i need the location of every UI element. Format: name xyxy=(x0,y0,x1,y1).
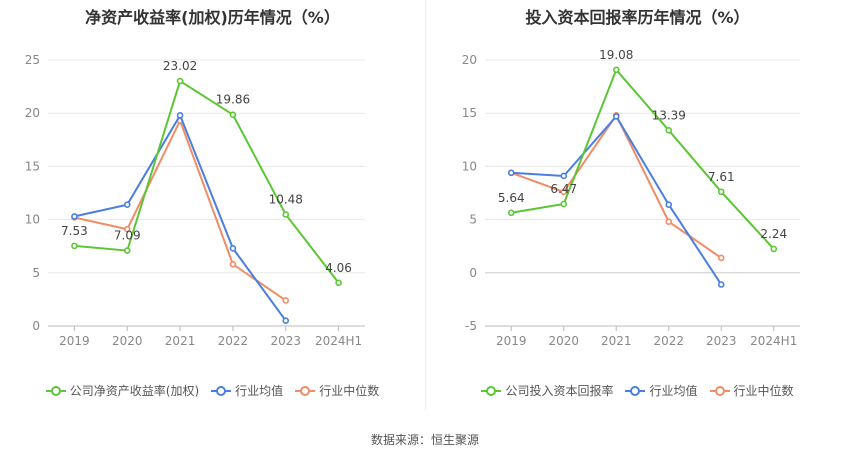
series-line-1 xyxy=(511,114,723,286)
legend-marker xyxy=(709,385,730,396)
data-label: 4.06 xyxy=(325,261,352,275)
data-point xyxy=(123,247,131,254)
data-point xyxy=(612,113,620,120)
legend-item[interactable]: 行业均值 xyxy=(211,382,283,399)
data-point xyxy=(71,213,78,220)
y-tick-label: 10 xyxy=(25,213,40,227)
y-tick-label: -5 xyxy=(465,319,477,333)
x-tick-label: 2020 xyxy=(112,334,143,348)
data-point xyxy=(770,245,778,253)
roic-chart-panel: 投入资本回报率历年情况（%） -5 0 5 10 15 20 2019 2020 2021 202… xyxy=(425,0,850,420)
data-point xyxy=(282,211,290,218)
legend-label: 行业中位数 xyxy=(319,384,380,398)
y-tick-label: 15 xyxy=(25,159,40,173)
data-point xyxy=(123,201,131,209)
data-label: 19.08 xyxy=(599,48,633,62)
legend-marker xyxy=(45,385,66,396)
data-point xyxy=(612,66,620,74)
legend-marker xyxy=(211,385,232,396)
data-point xyxy=(282,317,290,324)
data-label: 5.64 xyxy=(498,191,525,205)
series-line-0 xyxy=(511,67,775,250)
legend-label: 行业均值 xyxy=(235,384,284,398)
y-tick-label: 0 xyxy=(32,319,40,333)
y-tick-label: 10 xyxy=(462,159,477,173)
legend-label: 公司净资产收益率(加权) xyxy=(69,384,200,398)
data-label: 10.48 xyxy=(269,192,303,206)
data-point xyxy=(717,254,725,262)
data-point xyxy=(229,245,237,252)
legend-label: 公司投入资本回报率 xyxy=(505,384,614,398)
y-tick-label: 20 xyxy=(462,53,477,67)
x-tick-label: 2021 xyxy=(165,334,196,348)
panel-divider xyxy=(425,0,426,410)
data-point xyxy=(665,218,673,226)
data-point xyxy=(665,201,673,209)
data-point xyxy=(507,169,515,177)
series-line-0 xyxy=(74,79,340,284)
data-source-note: 数据来源：恒生聚源 xyxy=(370,433,479,447)
roic-chart-legend: 公司投入资本回报率 行业均值 行业中位数 xyxy=(425,382,850,399)
data-point xyxy=(665,127,673,134)
y-tick-label: 25 xyxy=(25,53,40,67)
legend-label: 行业均值 xyxy=(649,384,698,398)
data-point xyxy=(229,111,237,118)
legend-item[interactable]: 公司投入资本回报率 xyxy=(481,382,613,399)
x-tick-label: 2023 xyxy=(270,334,301,348)
roe-chart-panel: 净资产收益率(加权)历年情况（%） 0 5 10 15 20 25 2019 2020 2021… xyxy=(0,0,425,420)
y-tick-label: 0 xyxy=(469,266,477,280)
x-tick-label: 2024H1 xyxy=(315,334,362,348)
x-tick-label: 2019 xyxy=(59,334,90,348)
data-point xyxy=(717,281,725,288)
y-tick-label: 15 xyxy=(462,106,477,120)
legend-marker xyxy=(625,385,646,396)
legend-item[interactable]: 公司净资产收益率(加权) xyxy=(45,382,200,399)
roe-chart-legend: 公司净资产收益率(加权) 行业均值 行业中位数 xyxy=(0,382,425,399)
data-point xyxy=(176,77,184,85)
data-point xyxy=(335,279,342,287)
legend-label: 行业中位数 xyxy=(733,384,794,398)
x-tick-label: 2023 xyxy=(706,334,737,348)
roe-chart-title: 净资产收益率(加权)历年情况（%） xyxy=(85,8,340,27)
legend-marker xyxy=(295,385,316,396)
x-tick-label: 2022 xyxy=(653,334,684,348)
data-label: 7.09 xyxy=(114,229,141,243)
x-tick-label: 2020 xyxy=(548,334,579,348)
data-point xyxy=(282,297,290,304)
data-label: 6.47 xyxy=(550,182,577,196)
data-label: 23.02 xyxy=(163,59,197,73)
data-point xyxy=(123,225,131,233)
data-label: 13.39 xyxy=(652,108,686,122)
data-label: 7.61 xyxy=(708,170,735,184)
data-point xyxy=(560,200,568,208)
roic-chart-title: 投入资本回报率历年情况（%） xyxy=(525,8,750,27)
roic-chart-plot: -5 0 5 10 15 20 2019 2020 2021 2022 2023 2024H1 5.64… xyxy=(462,48,800,348)
roe-chart-plot: 0 5 10 15 20 25 2019 2020 2021 2022 2023 2024H1 7.53… xyxy=(25,53,365,348)
data-point xyxy=(717,188,725,196)
y-tick-label: 20 xyxy=(25,106,40,120)
data-point xyxy=(560,172,568,180)
y-tick-label: 5 xyxy=(469,213,477,227)
legend-item[interactable]: 行业中位数 xyxy=(295,382,379,399)
legend-marker xyxy=(481,385,502,396)
x-tick-label: 2019 xyxy=(496,334,527,348)
data-label: 2.24 xyxy=(760,227,787,241)
data-point xyxy=(560,188,568,196)
data-point xyxy=(229,260,237,268)
data-point xyxy=(507,209,515,217)
y-tick-label: 5 xyxy=(32,266,40,280)
data-point xyxy=(71,242,78,250)
data-label: 19.86 xyxy=(216,93,250,107)
x-tick-label: 2024H1 xyxy=(750,334,797,348)
legend-item[interactable]: 行业中位数 xyxy=(709,382,794,399)
data-point xyxy=(176,112,184,119)
series-line-2 xyxy=(74,118,287,302)
x-tick-label: 2022 xyxy=(218,334,249,348)
data-label: 7.53 xyxy=(61,224,88,238)
legend-item[interactable]: 行业均值 xyxy=(625,382,698,399)
x-tick-label: 2021 xyxy=(601,334,632,348)
series-line-1 xyxy=(74,113,287,322)
